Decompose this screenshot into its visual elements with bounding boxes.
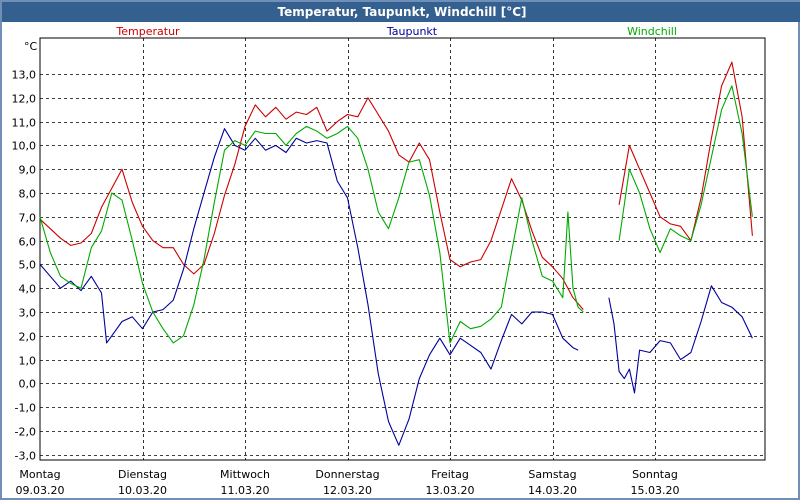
series-lines [39, 61, 753, 446]
y-tick-label: 2,0 [19, 331, 37, 344]
x-day-label: Mittwoch [220, 468, 270, 481]
grid [39, 37, 766, 461]
x-date-label: 15.03.20 [631, 484, 680, 497]
series-line-windchill [618, 85, 753, 254]
legend-taupunkt: Taupunkt [386, 25, 438, 38]
y-tick-label: 13,0 [12, 69, 37, 82]
x-date-label: 11.03.20 [221, 484, 270, 497]
legend-windchill: Windchill [627, 25, 677, 38]
series-line-taupunkt [39, 128, 579, 446]
y-axis-ticks: 13,0 12,0 11,0 10,0 9,0 8,0 7,0 6,0 5,0 4,0 3,0 2,0… [12, 69, 37, 463]
y-axis-unit: °C [24, 40, 38, 53]
y-tick-label: 12,0 [12, 93, 37, 106]
series-line-temperatur [39, 97, 584, 310]
y-tick-label: 8,0 [19, 188, 37, 201]
y-tick-label: 6,0 [19, 236, 37, 249]
x-day-label: Freitag [431, 468, 469, 481]
y-tick-label: -3,0 [15, 450, 36, 463]
y-tick-label: -1,0 [15, 402, 36, 415]
y-tick-label: 3,0 [19, 307, 37, 320]
series-line-temperatur [618, 61, 753, 242]
x-axis-labels: Montag 09.03.20 Dienstag 10.03.20 Mittwoch 11… [16, 468, 680, 497]
y-tick-label: 9,0 [19, 164, 37, 177]
y-tick-label: -2,0 [15, 426, 36, 439]
window-title: Temperatur, Taupunkt, Windchill [°C] [2, 2, 800, 22]
x-day-label: Donnerstag [315, 468, 379, 481]
x-day-label: Montag [19, 468, 60, 481]
x-day-label: Sonntag [632, 468, 678, 481]
y-tick-label: 7,0 [19, 212, 37, 225]
x-date-label: 13.03.20 [426, 484, 475, 497]
y-tick-label: 4,0 [19, 283, 37, 296]
y-tick-label: 5,0 [19, 259, 37, 272]
y-tick-label: 1,0 [19, 355, 37, 368]
series-line-windchill [39, 125, 584, 344]
legend-temperatur: Temperatur [115, 25, 180, 38]
plot-border [39, 37, 766, 461]
x-date-label: 10.03.20 [118, 484, 167, 497]
series-line-taupunkt [608, 285, 753, 394]
y-tick-label: 11,0 [12, 117, 37, 130]
y-tick-label: 10,0 [12, 140, 37, 153]
x-day-label: Samstag [528, 468, 576, 481]
x-date-label: 09.03.20 [16, 484, 65, 497]
x-date-label: 12.03.20 [323, 484, 372, 497]
y-tick-label: 0,0 [19, 378, 37, 391]
legend: Temperatur Taupunkt Windchill [115, 25, 677, 38]
x-date-label: 14.03.20 [528, 484, 577, 497]
x-day-label: Dienstag [118, 468, 167, 481]
